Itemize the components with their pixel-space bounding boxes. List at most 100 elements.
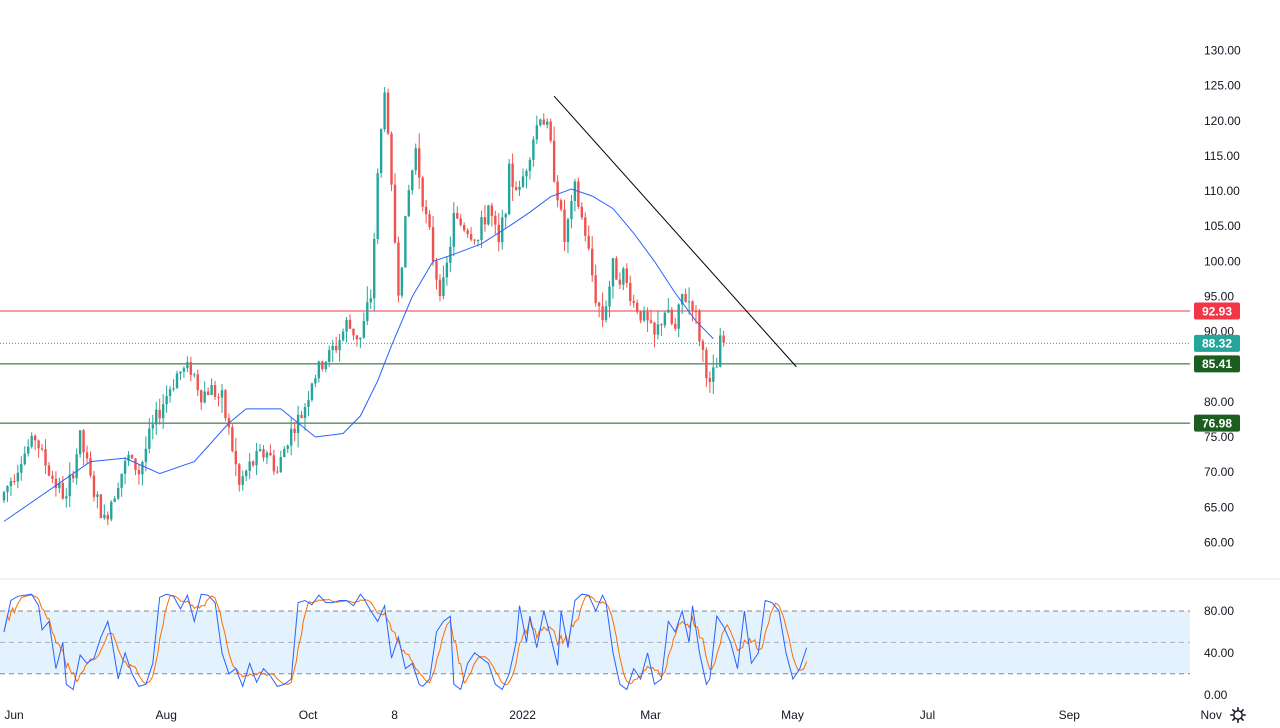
candle-body (175, 373, 179, 389)
price-badge-label: 88.32 (1202, 337, 1232, 351)
candle-body (546, 121, 549, 125)
trendline[interactable] (553, 95, 797, 368)
oscillator-tick-label: 80.00 (1204, 604, 1234, 618)
candle-body (722, 335, 725, 343)
candle-body (660, 324, 663, 326)
candle-body (234, 450, 238, 465)
candle-body (265, 452, 269, 458)
candle-body (615, 258, 618, 280)
candle-body (622, 268, 625, 285)
candle-body (445, 262, 449, 278)
candle-body (16, 472, 20, 482)
gear-icon[interactable] (1230, 707, 1246, 723)
candle-body (2, 492, 6, 501)
candle-body (604, 306, 608, 321)
candle-body (352, 328, 355, 336)
candle-body (456, 212, 459, 219)
candle-body (625, 268, 628, 283)
price-badge (1194, 334, 1240, 352)
candle-body (116, 488, 120, 499)
candle-body (286, 445, 289, 449)
candle-body (646, 310, 649, 321)
candle-body (649, 320, 653, 323)
price-tick-label: 100.00 (1204, 254, 1241, 268)
candle-body (483, 217, 487, 225)
candle-body (186, 362, 189, 369)
candle-body (345, 319, 348, 332)
time-tick-label: Jul (920, 708, 935, 722)
candle-body (203, 391, 206, 403)
candle-body (535, 125, 539, 140)
candle-body (656, 324, 660, 335)
candle-body (13, 481, 16, 483)
candle-body (324, 361, 327, 370)
candle-body (442, 277, 445, 296)
candle-body (99, 494, 103, 519)
candle-body (373, 238, 376, 299)
candle-body (421, 177, 424, 207)
candle-body (414, 148, 417, 171)
candle-body (155, 409, 158, 425)
candle-body (172, 388, 175, 390)
candle-body (587, 235, 590, 249)
candle-body (334, 345, 338, 351)
moving-average-line (3, 188, 714, 522)
candle-body (210, 385, 213, 395)
candle-body (338, 340, 341, 351)
oscillator-tick-label: 0.00 (1204, 688, 1228, 702)
price-badge-label: 85.41 (1202, 357, 1232, 371)
candle-body (82, 430, 85, 453)
candle-body (694, 311, 698, 313)
oscillator-axis[interactable]: 80.00 40.00 0.00 (1204, 604, 1234, 702)
candle-body (33, 435, 37, 441)
candle-body (220, 390, 224, 398)
candle-body (719, 335, 722, 367)
candle-body (528, 159, 532, 171)
candle-body (431, 227, 435, 262)
candle-body (303, 407, 307, 418)
horizontal-levels (0, 310, 1190, 424)
candle-body (123, 460, 127, 474)
candle-body (635, 302, 639, 312)
candle-body (480, 217, 483, 241)
candle-body (75, 454, 78, 479)
candle-body (58, 482, 61, 489)
candle-body (379, 129, 383, 174)
candle-body (27, 446, 30, 454)
candle-body (40, 448, 44, 450)
candle-body (601, 306, 604, 321)
candle-body (521, 176, 525, 187)
candle-body (245, 470, 248, 477)
price-tick-label: 120.00 (1204, 114, 1241, 128)
candle-body (549, 121, 552, 141)
candle-body (179, 371, 182, 374)
candle-body (269, 452, 272, 456)
candle-body (611, 258, 615, 287)
price-tick-label: 70.00 (1204, 465, 1234, 479)
time-tick-label: Jun (4, 708, 23, 722)
candle-body (258, 449, 262, 451)
candle-body (390, 133, 393, 185)
price-badges: 92.93 85.41 76.98 88.32 (1194, 302, 1240, 432)
candle-body (507, 163, 511, 215)
candle-body (89, 458, 92, 476)
candle-body (428, 214, 431, 228)
price-axis[interactable]: 130.00 125.00 120.00 115.00 110.00 105.00 100.… (1204, 44, 1241, 550)
candle-body (487, 205, 490, 225)
candle-body (144, 448, 148, 462)
time-axis[interactable]: Jun Aug Oct 8 2022 Mar May Jul Sep Nov (4, 708, 1222, 722)
candle-body (715, 366, 718, 368)
candle-body (566, 219, 570, 242)
candle-body (72, 474, 75, 479)
candle-body (37, 440, 40, 449)
candle-body (404, 216, 407, 268)
candle-body (189, 362, 193, 375)
price-panel[interactable] (0, 87, 1190, 526)
candle-body (418, 148, 421, 178)
candle-body (476, 240, 480, 242)
candle-body (674, 323, 677, 329)
oscillator-panel[interactable] (0, 593, 1190, 691)
candle-body (497, 224, 500, 243)
candle-body (110, 501, 113, 520)
